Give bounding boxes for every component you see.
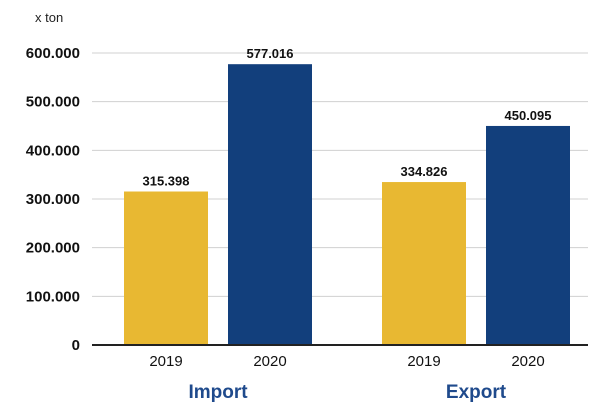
data-labels: 315.398 577.016 334.826 450.095 [143, 46, 552, 188]
data-label: 577.016 [247, 46, 294, 61]
bars [124, 64, 570, 345]
y-tick-label: 300.000 [26, 191, 80, 208]
bar-export-2019 [382, 182, 466, 345]
x-category-label: 2019 [407, 353, 440, 370]
bar-import-2019 [124, 191, 208, 345]
group-label: Import [188, 382, 248, 403]
x-category-label: 2020 [253, 353, 286, 370]
x-axis-categories: 2019 2020 2019 2020 [149, 353, 544, 370]
data-label: 450.095 [505, 108, 552, 123]
group-label: Export [446, 382, 507, 403]
y-tick-label: 400.000 [26, 142, 80, 159]
bar-export-2020 [486, 125, 570, 345]
data-label: 334.826 [401, 164, 448, 179]
data-label: 315.398 [143, 174, 190, 189]
y-tick-label: 0 [72, 337, 80, 354]
x-category-label: 2019 [149, 353, 182, 370]
unit-label: x ton [35, 10, 63, 25]
y-tick-label: 200.000 [26, 240, 80, 257]
y-tick-label: 100.000 [26, 288, 80, 305]
bar-import-2020 [228, 64, 312, 345]
y-axis-ticks: 0 100.000 200.000 300.000 400.000 500.000 600.… [26, 45, 80, 354]
x-category-label: 2020 [511, 353, 544, 370]
y-tick-label: 600.000 [26, 45, 80, 62]
y-tick-label: 500.000 [26, 94, 80, 111]
group-labels: Import Export [188, 382, 506, 403]
